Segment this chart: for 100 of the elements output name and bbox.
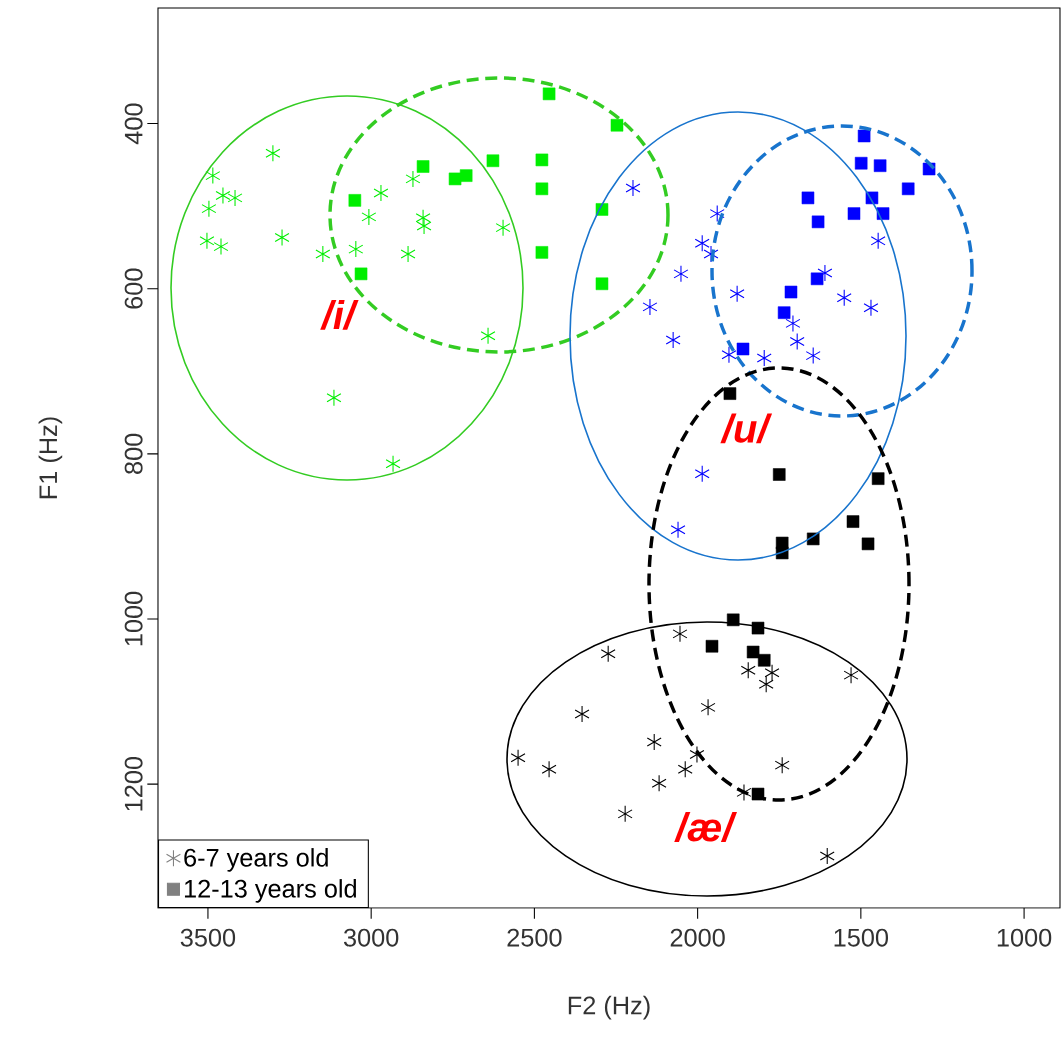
point [415, 209, 431, 227]
point [777, 306, 791, 319]
annotation: /i/ [320, 300, 359, 330]
point [495, 219, 511, 237]
point [646, 733, 662, 751]
point [873, 159, 887, 172]
point [205, 167, 221, 185]
point [213, 238, 229, 256]
point [535, 246, 549, 259]
point [689, 745, 705, 763]
point [400, 245, 416, 263]
point [274, 228, 290, 247]
point [651, 774, 667, 792]
x-axis-title: F2 (Hz) [568, 995, 650, 1020]
point [758, 675, 774, 693]
point [265, 144, 281, 162]
point [843, 666, 859, 684]
point [729, 285, 745, 303]
point [373, 184, 389, 202]
point [700, 698, 716, 716]
y-tick-label: 600 [124, 268, 143, 309]
x-tick-label: 3500 [180, 928, 236, 947]
point [361, 208, 377, 226]
point [677, 760, 693, 778]
point [199, 232, 215, 250]
point [595, 277, 609, 291]
point [405, 170, 421, 188]
point [847, 207, 861, 220]
point [642, 298, 658, 316]
y-axis-title: F1 (Hz) [38, 417, 63, 499]
point [672, 625, 688, 643]
legend-label: 6-7 years old [184, 848, 328, 872]
point [625, 179, 641, 197]
y-tick-label: 400 [124, 103, 143, 145]
point [736, 783, 752, 801]
point [665, 331, 681, 349]
point [670, 521, 686, 539]
point [486, 154, 500, 168]
point [863, 299, 879, 317]
point [857, 129, 871, 143]
point [617, 805, 633, 823]
annotation: /u/ [720, 413, 773, 444]
point [819, 847, 835, 865]
y-tick-label: 1200 [124, 756, 143, 811]
point [836, 289, 852, 307]
point [416, 160, 430, 173]
point [846, 515, 860, 528]
x-tick-label: 2500 [507, 928, 562, 947]
point [811, 215, 825, 229]
point [574, 705, 590, 723]
point [736, 342, 750, 356]
x-tick-label: 1000 [997, 928, 1052, 947]
point [871, 472, 885, 485]
point [756, 349, 772, 367]
point [600, 645, 616, 663]
point [541, 760, 557, 778]
point [723, 387, 737, 400]
point [227, 189, 243, 207]
point [801, 191, 815, 205]
point [201, 200, 217, 218]
legend-label: 12-13 years old [184, 879, 356, 903]
point [354, 267, 368, 281]
point [709, 205, 725, 223]
annotation: /æ/ [674, 812, 738, 842]
point [784, 285, 798, 299]
point [861, 537, 875, 551]
point [751, 621, 765, 635]
x-tick-label: 3000 [343, 928, 399, 947]
point [785, 314, 801, 332]
point [610, 118, 624, 132]
point [854, 156, 868, 170]
point [416, 217, 432, 235]
point [870, 232, 886, 250]
point [705, 639, 719, 653]
point [215, 186, 231, 204]
y-tick-label: 800 [124, 433, 143, 474]
point [542, 87, 556, 101]
point [772, 468, 786, 481]
point [810, 272, 824, 286]
y-tick-label: 1000 [124, 591, 143, 646]
point [726, 613, 740, 627]
point [740, 661, 756, 679]
point [817, 264, 833, 282]
x-tick-label: 2000 [670, 928, 725, 947]
point [746, 645, 760, 659]
point [805, 347, 821, 365]
point [348, 240, 364, 258]
point [774, 756, 790, 774]
point [348, 194, 362, 207]
point [721, 346, 737, 364]
point [510, 749, 526, 767]
point [694, 465, 710, 483]
point [764, 664, 780, 682]
point [535, 182, 549, 196]
x-tick-label: 1500 [834, 928, 889, 947]
point [751, 787, 765, 801]
point [535, 153, 549, 167]
point [448, 172, 462, 186]
point [673, 265, 689, 283]
point [757, 654, 771, 667]
